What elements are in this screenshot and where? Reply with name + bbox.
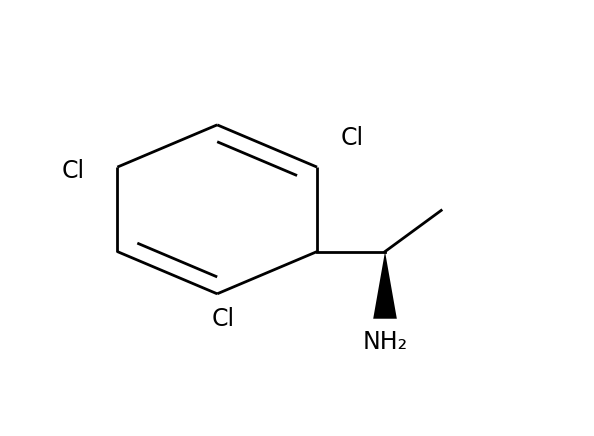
Polygon shape [373,252,397,319]
Text: NH₂: NH₂ [362,330,407,354]
Text: Cl: Cl [341,126,364,150]
Text: Cl: Cl [62,160,85,184]
Text: Cl: Cl [211,307,235,331]
